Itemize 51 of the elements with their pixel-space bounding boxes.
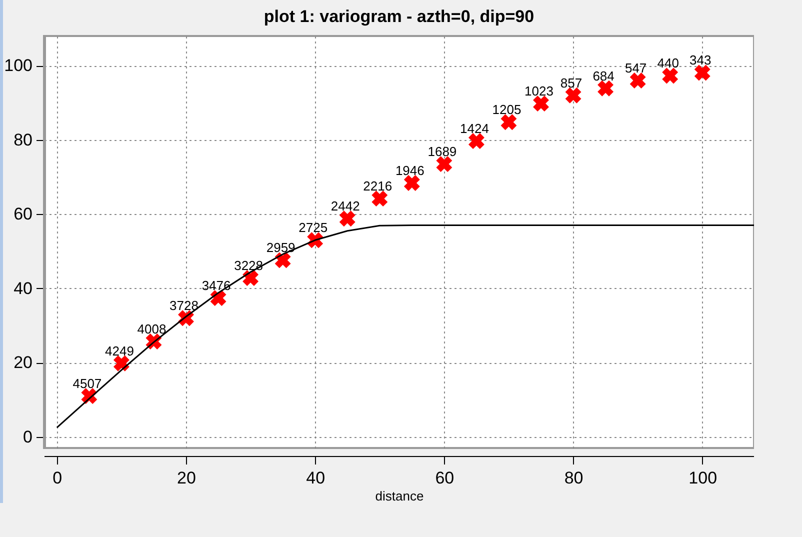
annotation: 2959: [266, 240, 296, 256]
annotation: 547: [624, 60, 647, 76]
x-tick-label: 0: [52, 468, 62, 488]
annotation: 2216: [363, 178, 392, 194]
annotation: 3228: [234, 258, 264, 274]
annotation: 1946: [395, 162, 424, 178]
chart-title: plot 1: variogram - azth=0, dip=90: [264, 7, 534, 26]
point: [598, 80, 614, 96]
x-axis-title: distance: [375, 488, 424, 504]
point: [436, 156, 452, 172]
annotation: 857: [560, 75, 582, 90]
point: [113, 355, 130, 372]
point: [210, 290, 226, 306]
annotation: 3476: [202, 278, 231, 294]
y-tick-label: 0: [23, 427, 32, 446]
x-tick-label: 20: [177, 468, 196, 488]
annotation: 684: [592, 68, 614, 84]
point: [533, 96, 549, 112]
annotation: 4008: [137, 321, 166, 336]
line-series: [56, 224, 754, 428]
point: [662, 68, 678, 84]
point: [500, 114, 517, 130]
annotation: 4249: [104, 343, 134, 358]
point: [339, 210, 356, 227]
point: [372, 190, 388, 207]
point: [242, 270, 259, 286]
point: [404, 175, 420, 191]
x-tick-label: 100: [688, 468, 718, 488]
annotation: 1689: [428, 144, 457, 160]
annotation: 1205: [492, 102, 522, 118]
point: [694, 64, 710, 81]
y-tick-label: 60: [14, 204, 32, 224]
point: [468, 133, 484, 150]
annotation: 1023: [524, 84, 554, 99]
x-tick-label: 60: [435, 468, 454, 488]
point: [630, 72, 646, 89]
x-tick-label: 80: [564, 468, 584, 488]
annotation: 2442: [330, 198, 360, 214]
annotation: 440: [657, 56, 679, 71]
annotation: 3728: [170, 298, 198, 314]
point: [274, 252, 291, 268]
y-tick-label: 40: [14, 278, 32, 298]
y-tick-label: 20: [14, 353, 32, 372]
x-tick-label: 40: [306, 468, 326, 488]
annotation: 4507: [72, 376, 102, 392]
annotation: 1424: [460, 121, 489, 136]
y-tick-label: 100: [4, 56, 32, 76]
annotation: 343: [690, 52, 712, 68]
annotation: 2725: [298, 220, 328, 236]
y-tick-label: 80: [14, 130, 32, 150]
point: [565, 87, 582, 104]
